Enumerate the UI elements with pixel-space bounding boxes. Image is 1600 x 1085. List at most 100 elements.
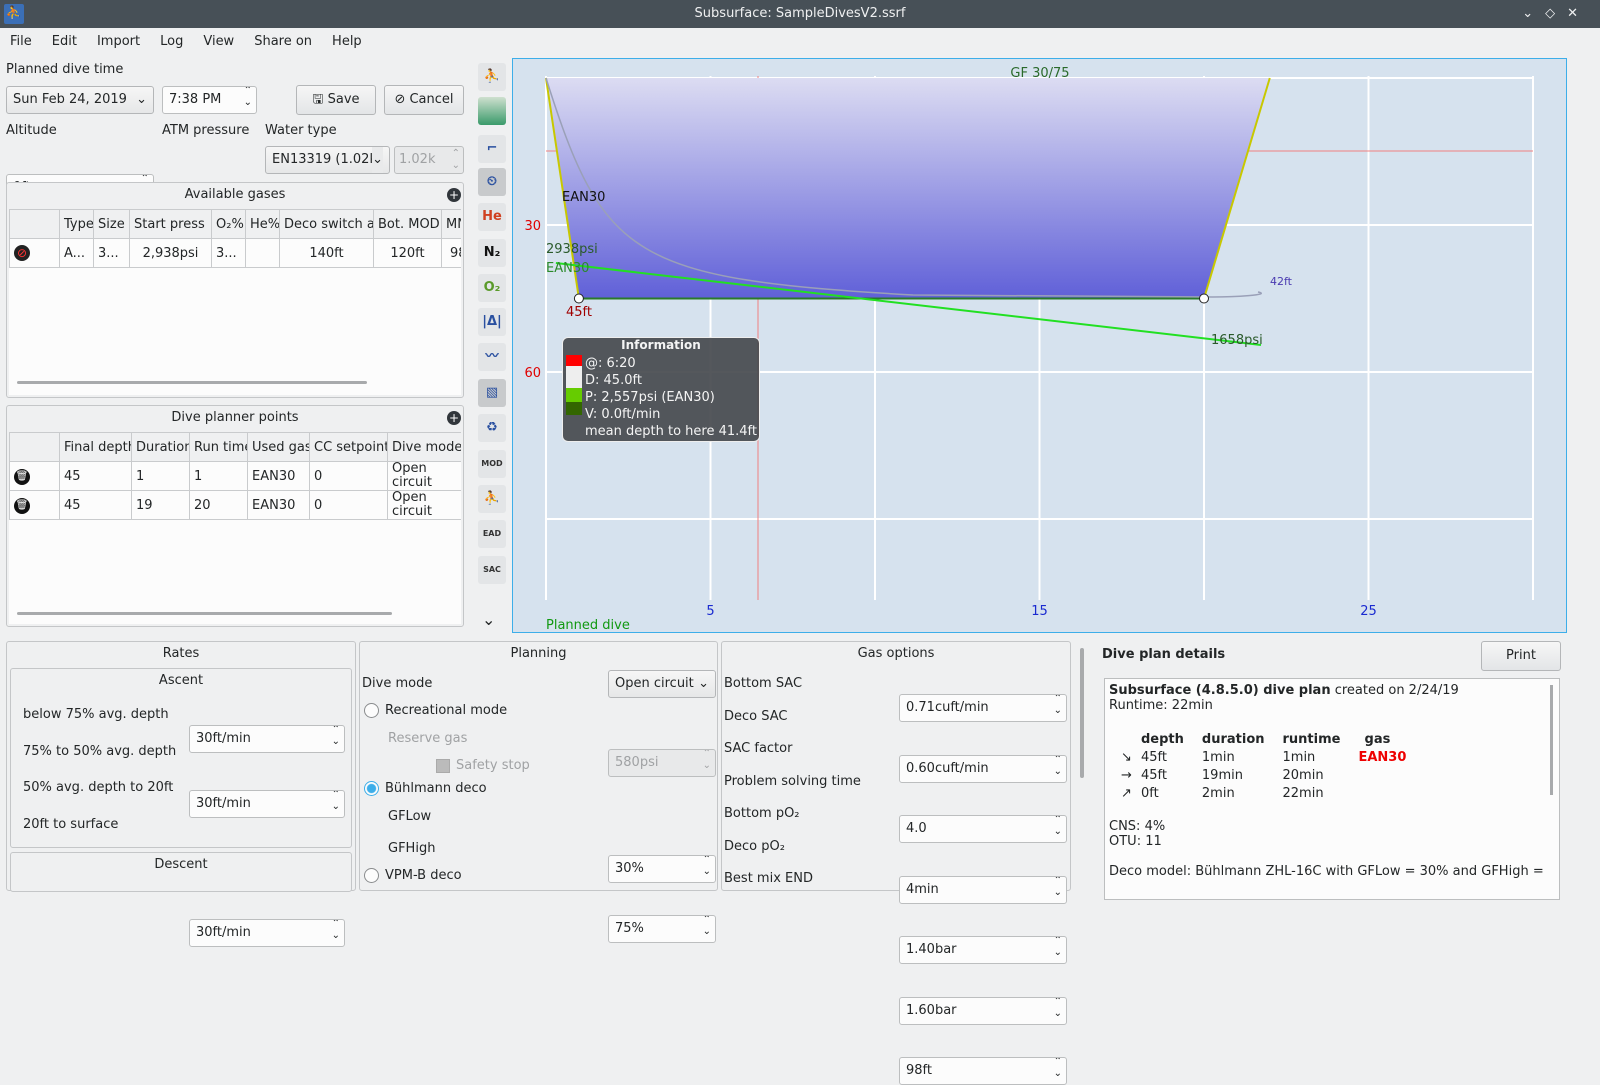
gas-cell[interactable]: 3... (211, 238, 246, 268)
menu-help[interactable]: Help (332, 34, 362, 49)
scale-icon[interactable]: 〰 (478, 343, 506, 371)
gas-option-input[interactable]: 98ft (899, 1057, 1067, 1085)
NDL-icon[interactable]: ⛹ (478, 485, 506, 513)
gas-cell[interactable]: ⊘ (9, 238, 60, 268)
gas-cell[interactable]: 98f (441, 238, 461, 268)
horizontal-scrollbar[interactable] (17, 381, 367, 384)
gas-cell[interactable]: 3... (93, 238, 130, 268)
dive-mode-select[interactable]: Open circuit ⌄ (608, 670, 716, 698)
point-cell[interactable]: 20 (189, 490, 248, 520)
point-cell[interactable]: 45 (59, 490, 132, 520)
cancel-button[interactable]: ⊘ Cancel (384, 85, 464, 115)
point-cell[interactable]: 1 (189, 461, 248, 491)
ascent-rate-input[interactable]: 30ft/min (189, 789, 345, 818)
column-header[interactable]: MND (441, 209, 461, 239)
point-cell[interactable]: 19 (131, 490, 190, 520)
menu-edit[interactable]: Edit (51, 34, 77, 49)
photo-icon[interactable]: ▧ (478, 379, 506, 407)
dive-plan-text[interactable]: Subsurface (4.8.5.0) dive plan created o… (1104, 678, 1560, 900)
time-input[interactable]: 7:38 PM (162, 86, 257, 114)
recreational-mode-radio[interactable]: Recreational mode (364, 699, 507, 723)
print-button[interactable]: Print (1481, 641, 1561, 671)
column-header[interactable]: He% (245, 209, 280, 239)
ceiling-icon[interactable]: ⌐ (478, 135, 506, 163)
toggle-sac-icon[interactable]: SAC (478, 556, 506, 584)
column-header[interactable] (9, 209, 60, 239)
save-button[interactable]: 🖫 Save (296, 85, 376, 115)
point-cell[interactable]: 🗑 (9, 490, 60, 520)
vpmb-deco-radio[interactable]: VPM-B deco (364, 864, 462, 888)
column-header[interactable]: Type (59, 209, 94, 239)
buhlmann-deco-radio[interactable]: Bühlmann deco (364, 777, 487, 801)
column-header[interactable]: Final depth (59, 432, 132, 462)
menu-view[interactable]: View (203, 34, 235, 49)
chevron-down-icon[interactable]: ⌄ (482, 610, 496, 629)
column-header[interactable] (9, 432, 60, 462)
gas-option-input[interactable]: 1.60bar (899, 996, 1067, 1025)
gfhigh-input[interactable]: 75% (608, 915, 716, 943)
gas-option-input[interactable]: 4min (899, 875, 1067, 904)
gas-option-input[interactable]: 1.40bar (899, 936, 1067, 964)
point-cell[interactable]: Open circuit (387, 461, 461, 491)
vertical-scrollbar[interactable] (1550, 685, 1553, 795)
ruler-icon[interactable]: |Δ| (478, 308, 506, 336)
toggle-he-icon[interactable]: He (478, 203, 506, 231)
water-type-select[interactable]: EN13319 (1.02k ⌄ (265, 146, 390, 174)
toggle-o2-icon[interactable]: O₂ (478, 274, 506, 302)
gas-cell[interactable] (245, 238, 280, 268)
point-cell[interactable]: Open circuit (387, 490, 461, 520)
planner-point-row[interactable]: 🗑 45 1 1 EAN30 0 Open circuit (9, 461, 461, 491)
column-header[interactable]: Start press (129, 209, 212, 239)
gas-option-input[interactable]: 4.0 (899, 815, 1067, 843)
column-header[interactable]: Size (93, 209, 130, 239)
gas-option-input[interactable]: 0.71cuft/min (899, 694, 1067, 722)
menu-log[interactable]: Log (160, 34, 184, 49)
date-picker[interactable]: Sun Feb 24, 2019 ⌄ (6, 86, 154, 114)
column-header[interactable]: O₂% (211, 209, 246, 239)
heatmap-icon[interactable] (478, 97, 506, 125)
column-header[interactable]: CC setpoint (309, 432, 388, 462)
point-cell[interactable]: 0 (309, 461, 388, 491)
menu-import[interactable]: Import (96, 34, 141, 49)
point-cell[interactable]: 🗑 (9, 461, 60, 491)
menu-file[interactable]: File (10, 34, 32, 49)
horizontal-scrollbar[interactable] (17, 612, 392, 615)
column-header[interactable]: Deco switch at (279, 209, 374, 239)
planner-point-row[interactable]: 🗑 45 19 20 EAN30 0 Open circuit (9, 490, 461, 520)
toggle-mod-icon[interactable]: MOD (478, 450, 506, 478)
dive-profile-chart[interactable]: GF 30/75 Planned dive 5 15 25 30 60 EAN30 2938ps… (512, 58, 1567, 633)
column-header[interactable]: Run time (189, 432, 248, 462)
trash-icon[interactable]: 🗑 (14, 468, 30, 485)
profile-icon[interactable]: ⛹ (478, 63, 506, 91)
trash-icon[interactable]: 🗑 (14, 497, 30, 514)
remove-gas-icon[interactable]: ⊘ (14, 245, 30, 261)
gas-cell[interactable]: 120ft (373, 238, 442, 268)
toggle-n2-icon[interactable]: N₂ (478, 239, 506, 267)
point-cell[interactable]: 45 (59, 461, 132, 491)
column-header[interactable]: Dive mode (387, 432, 461, 462)
gflow-input[interactable]: 30% (608, 855, 716, 883)
column-header[interactable]: Duration (131, 432, 190, 462)
column-header[interactable]: Bot. MOD (373, 209, 442, 239)
point-cell[interactable]: EAN30 (247, 461, 310, 491)
dive-point-handle[interactable] (573, 293, 584, 304)
window-controls[interactable]: ⌄◇✕ (1522, 6, 1590, 21)
gas-cell[interactable]: 140ft (279, 238, 374, 268)
dive-point-handle[interactable] (1199, 293, 1209, 304)
gas-option-input[interactable]: 0.60cuft/min (899, 754, 1067, 783)
ascent-rate-input[interactable]: 30ft/min (189, 725, 345, 753)
gas-cell[interactable]: 2,938psi (129, 238, 212, 268)
column-header[interactable]: Used gas (247, 432, 310, 462)
point-cell[interactable]: EAN30 (247, 490, 310, 520)
add-gas-icon[interactable]: + (447, 188, 461, 202)
gas-cell[interactable]: A... (59, 238, 94, 268)
add-point-icon[interactable]: + (447, 411, 461, 425)
menu-share[interactable]: Share on (254, 34, 313, 49)
point-cell[interactable]: 1 (131, 461, 190, 491)
calculated-ceiling-icon[interactable]: ⏲ (478, 168, 506, 196)
vertical-scrollbar[interactable] (1080, 648, 1084, 778)
tank-icon[interactable]: ♻ (478, 414, 506, 442)
point-cell[interactable]: 0 (309, 490, 388, 520)
ascent-rate-input[interactable]: 30ft/min (189, 918, 345, 947)
